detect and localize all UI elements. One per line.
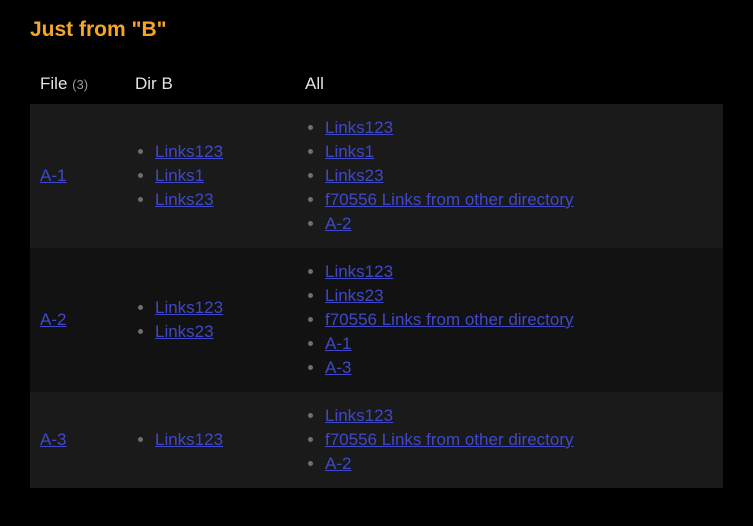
all-link[interactable]: f70556 Links from other directory [325,430,574,449]
file-cell: A-3 [30,392,125,488]
all-cell: Links123 Links1 Links23 f70556 Links from o… [295,104,723,248]
list-item: f70556 Links from other directory [325,430,713,450]
dirb-link[interactable]: Links23 [155,190,214,209]
dirb-link[interactable]: Links123 [155,430,223,449]
all-link[interactable]: Links23 [325,166,384,185]
all-link[interactable]: Links1 [325,142,374,161]
dirb-link[interactable]: Links123 [155,142,223,161]
col-all: All [295,66,723,104]
list-item: Links23 [155,190,285,210]
all-list: Links123 Links23 f70556 Links from other d… [305,262,713,378]
all-link[interactable]: A-2 [325,454,351,473]
all-link[interactable]: A-2 [325,214,351,233]
list-item: f70556 Links from other directory [325,310,713,330]
all-link[interactable]: f70556 Links from other directory [325,310,574,329]
file-link[interactable]: A-3 [40,430,66,449]
list-item: Links23 [155,322,285,342]
col-dirb: Dir B [125,66,295,104]
dirb-cell: Links123 [125,392,295,488]
list-item: A-1 [325,334,713,354]
file-cell: A-2 [30,248,125,392]
all-link[interactable]: Links23 [325,286,384,305]
list-item: Links123 [325,262,713,282]
table-row: A-3 Links123 Links123 f70556 Links from oth… [30,392,723,488]
all-cell: Links123 Links23 f70556 Links from other d… [295,248,723,392]
all-list: Links123 Links1 Links23 f70556 Links from o… [305,118,713,234]
dirb-link[interactable]: Links123 [155,298,223,317]
dirb-list: Links123 [135,430,285,450]
list-item: Links1 [155,166,285,186]
list-item: A-3 [325,358,713,378]
table-header-row: File (3) Dir B All [30,66,723,104]
all-link[interactable]: f70556 Links from other directory [325,190,574,209]
list-item: Links23 [325,166,713,186]
list-item: Links123 [155,430,285,450]
list-item: A-2 [325,454,713,474]
list-item: A-2 [325,214,713,234]
all-link[interactable]: Links123 [325,406,393,425]
section-title: Just from "B" [30,18,723,42]
dirb-list: Links123 Links1 Links23 [135,142,285,210]
col-file-label: File [40,74,67,93]
file-link[interactable]: A-2 [40,310,66,329]
list-item: Links123 [325,406,713,426]
list-item: f70556 Links from other directory [325,190,713,210]
file-link[interactable]: A-1 [40,166,66,185]
file-cell: A-1 [30,104,125,248]
all-link[interactable]: A-1 [325,334,351,353]
dirb-cell: Links123 Links1 Links23 [125,104,295,248]
col-file: File (3) [30,66,125,104]
all-list: Links123 f70556 Links from other director… [305,406,713,474]
list-item: Links1 [325,142,713,162]
table-row: A-2 Links123 Links23 Links123 Links23 f70556 … [30,248,723,392]
list-item: Links123 [155,298,285,318]
all-link[interactable]: Links123 [325,262,393,281]
all-link[interactable]: A-3 [325,358,351,377]
list-item: Links123 [155,142,285,162]
table-row: A-1Links123Links1Links23Links123Links1Li… [30,104,723,248]
dirb-cell: Links123 Links23 [125,248,295,392]
list-item: Links23 [325,286,713,306]
dirb-list: Links123 Links23 [135,298,285,342]
links-table: File (3) Dir B All A-1Links123Links1Link… [30,66,723,488]
all-cell: Links123 f70556 Links from other director… [295,392,723,488]
dirb-link[interactable]: Links23 [155,322,214,341]
all-link[interactable]: Links123 [325,118,393,137]
dirb-link[interactable]: Links1 [155,166,204,185]
list-item: Links123 [325,118,713,138]
col-file-count: (3) [72,77,88,92]
